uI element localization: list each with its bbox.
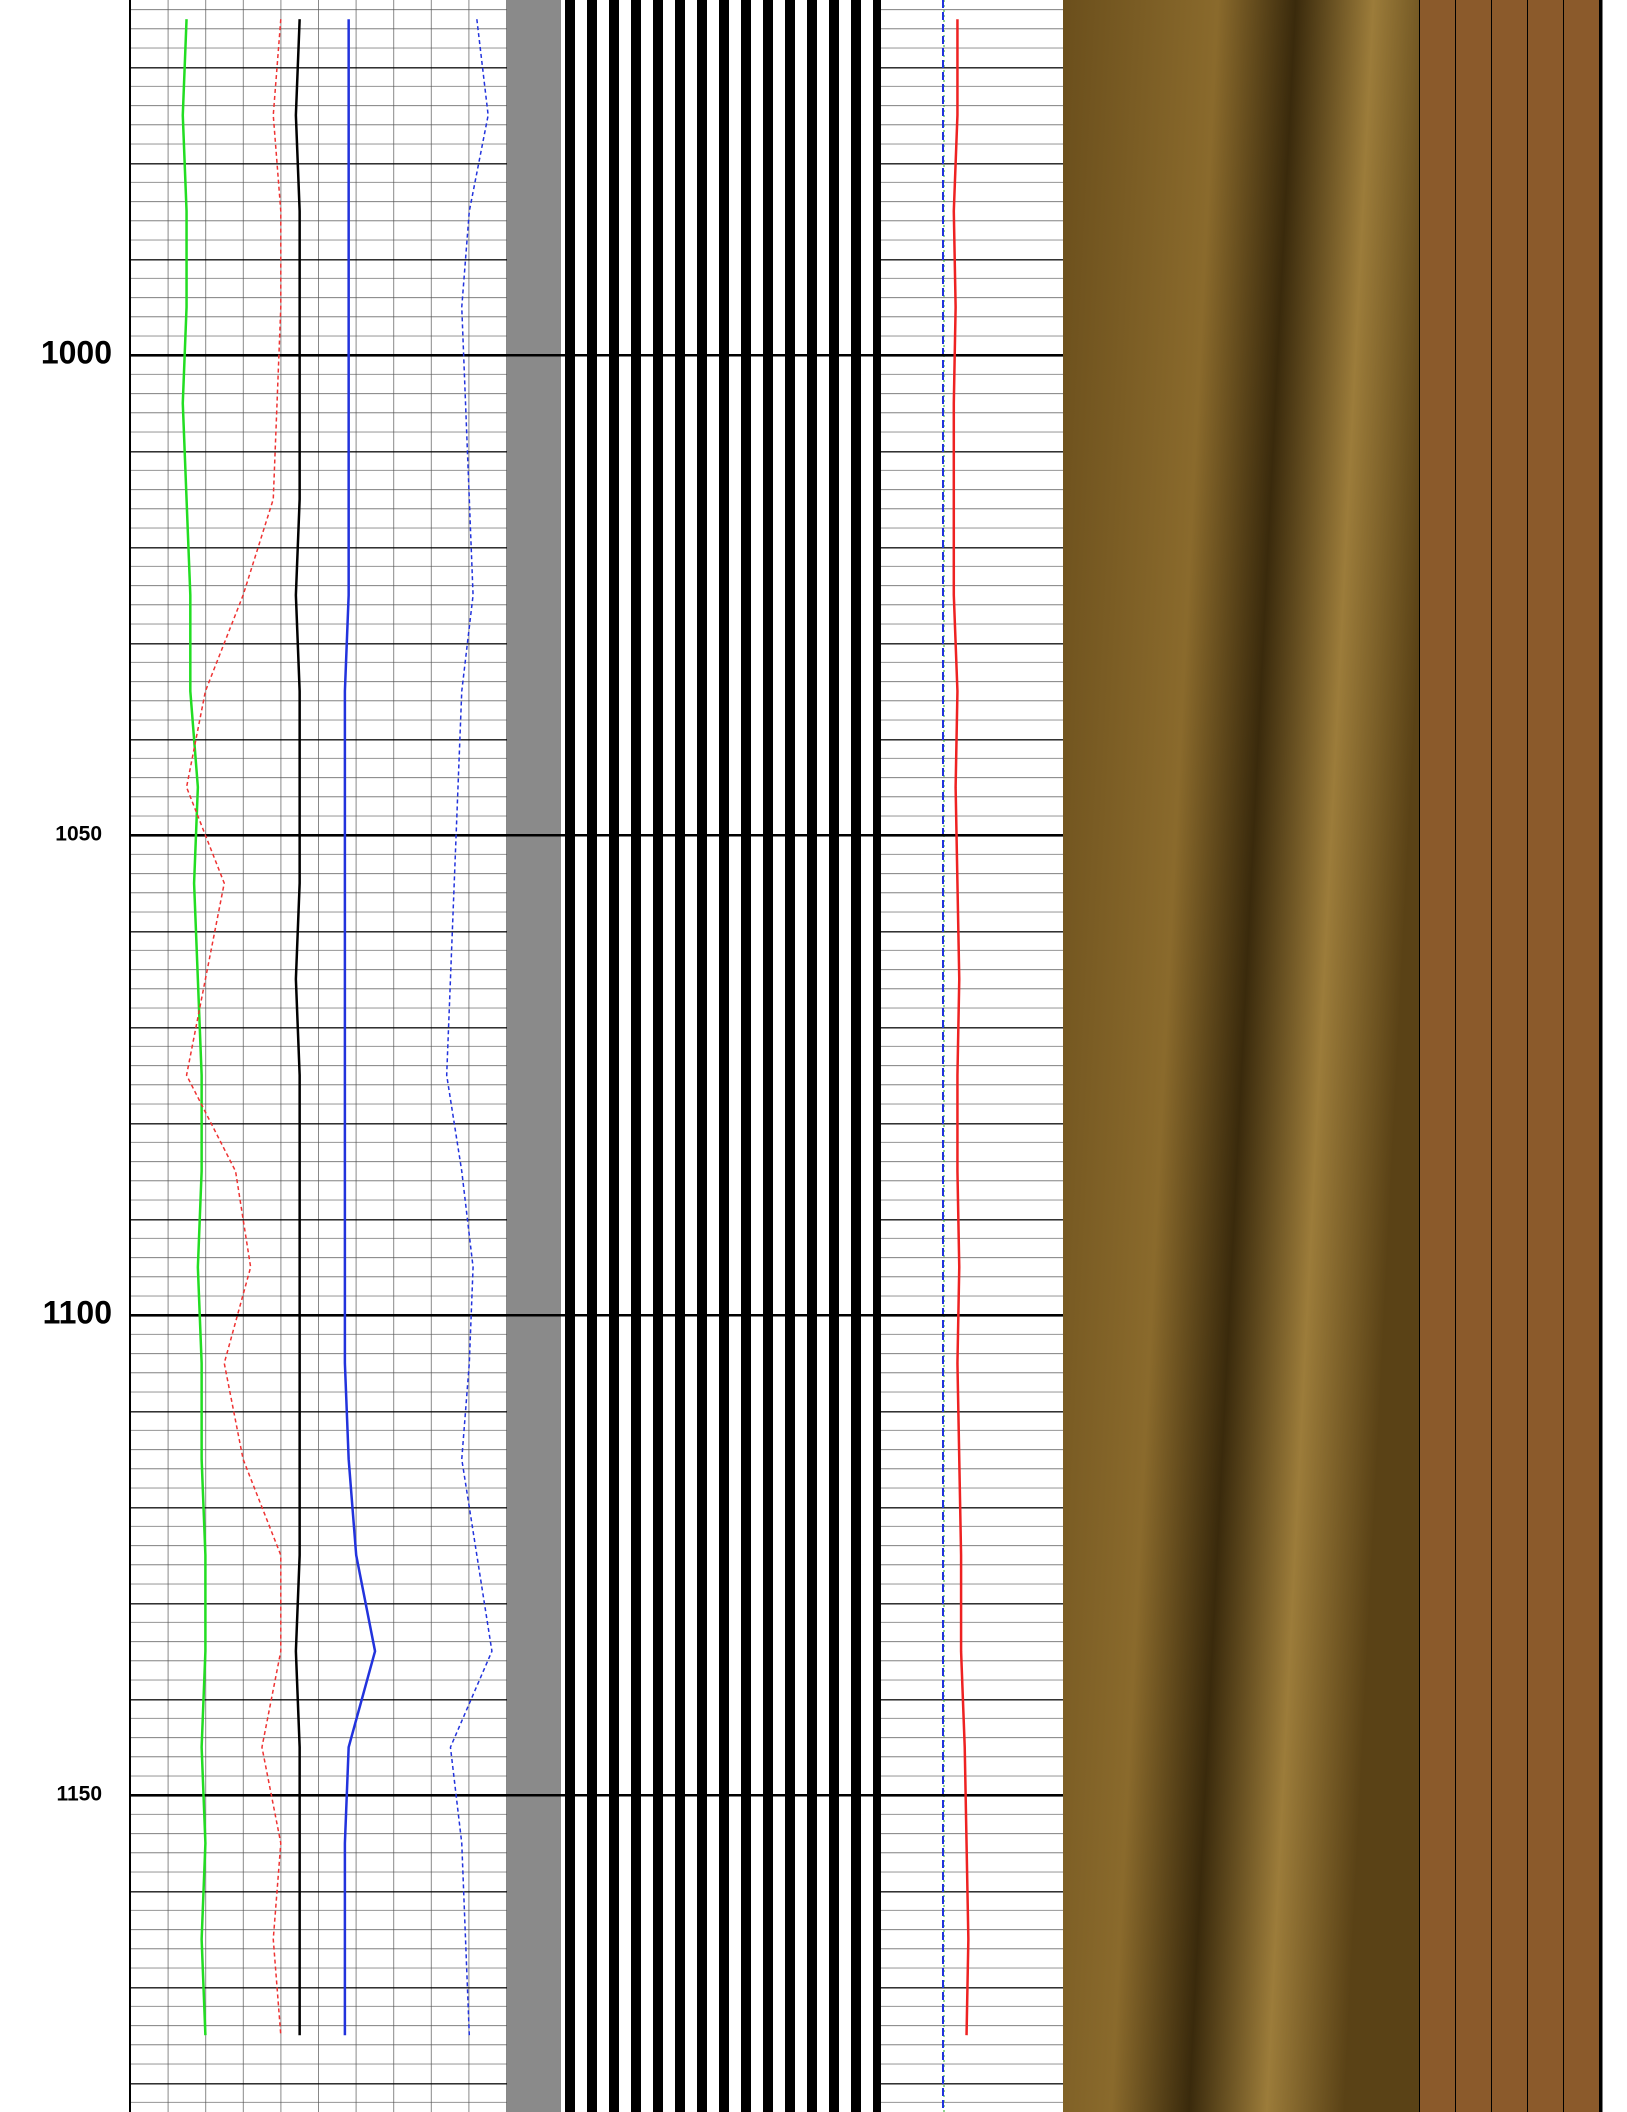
log-curve [181, 19, 207, 2036]
depth-label: 1050 [55, 823, 102, 846]
track-6 [1419, 0, 1601, 2112]
track-4-grid [881, 0, 1063, 2112]
log-curve [294, 19, 301, 2036]
acoustic-image [1063, 0, 1419, 2112]
depth-label: 1000 [41, 335, 112, 371]
depth-label: 1100 [43, 1295, 112, 1331]
log-curve [185, 19, 282, 2036]
track-1-hgrid [130, 0, 507, 2112]
log-curve [445, 19, 493, 2036]
depth-label: 1150 [56, 1783, 102, 1806]
log-curve [952, 19, 970, 2036]
log-curve [343, 19, 377, 2036]
waveform-image [561, 0, 881, 2112]
gray-track [507, 0, 561, 2112]
